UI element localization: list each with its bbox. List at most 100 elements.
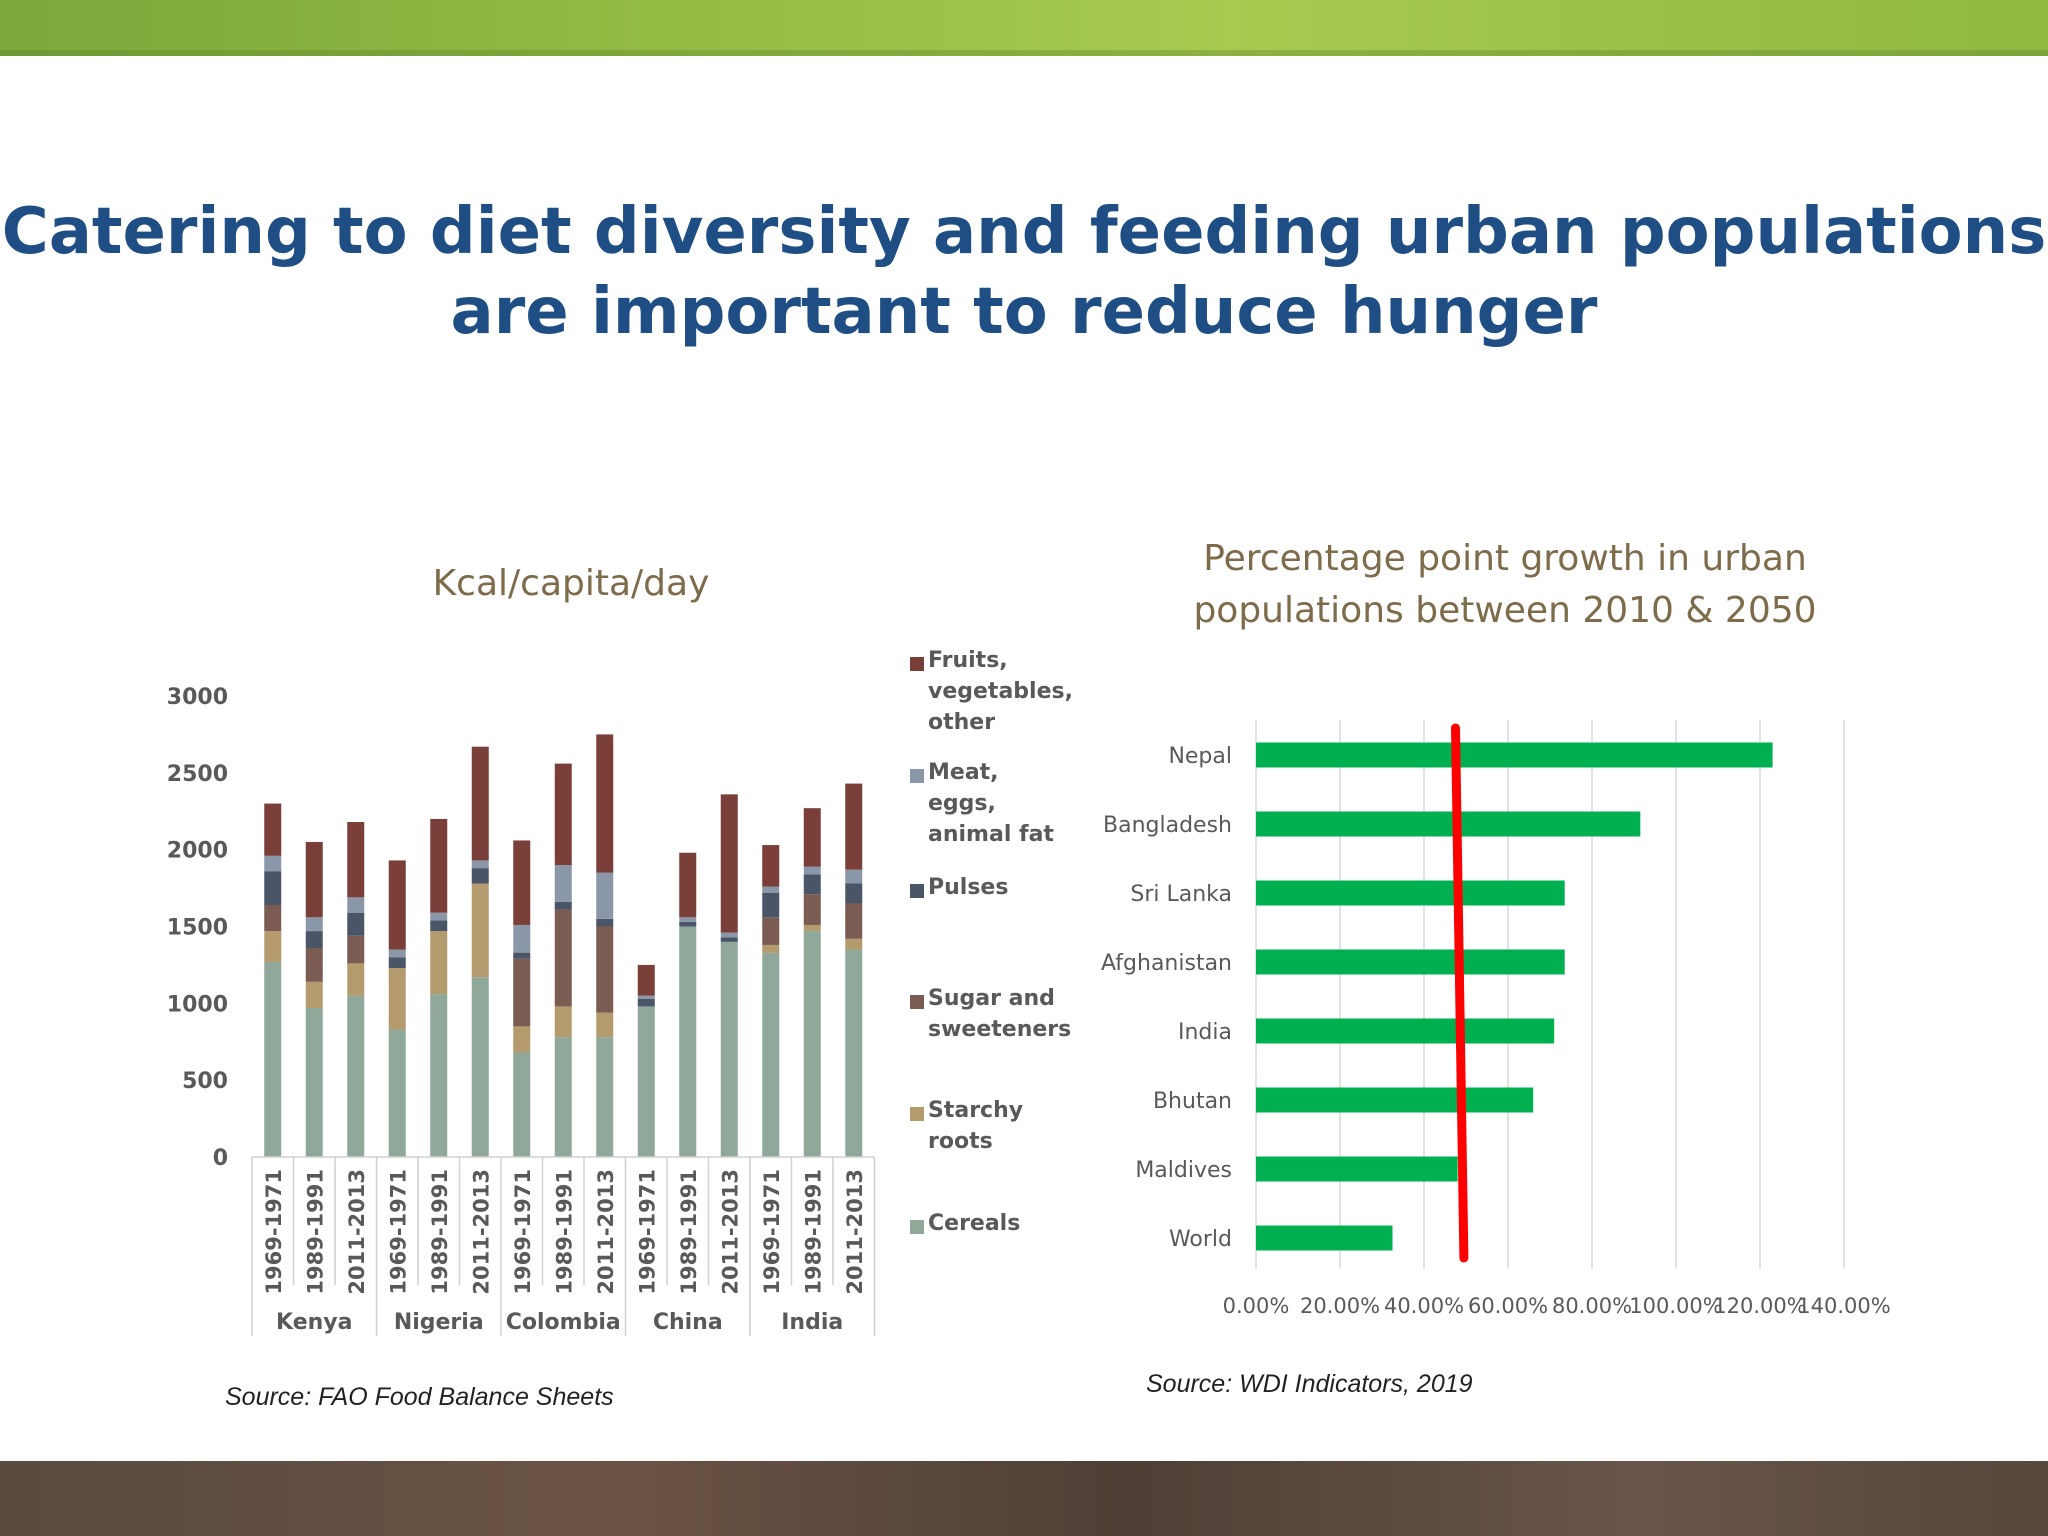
kcal-legend-label: Cereals bbox=[928, 1211, 1021, 1236]
kcal-bar-segment bbox=[305, 931, 323, 949]
kcal-group-label: Kenya bbox=[276, 1310, 352, 1335]
kcal-group-label: China bbox=[653, 1310, 723, 1335]
kcal-period-label: 2011-2013 bbox=[345, 1169, 369, 1295]
kcal-legend-label: Pulses bbox=[928, 875, 1009, 900]
kcal-bar-segment bbox=[388, 860, 406, 950]
kcal-bar-segment bbox=[554, 1006, 572, 1038]
kcal-bar-segment bbox=[388, 1029, 406, 1157]
kcal-bar-segment bbox=[554, 901, 572, 910]
kcal-bar-segment bbox=[679, 921, 697, 927]
kcal-legend-swatch bbox=[910, 657, 924, 671]
kcal-bar-segment bbox=[762, 952, 780, 1157]
kcal-period-label: 1989-1991 bbox=[801, 1169, 825, 1295]
kcal-bar-segment bbox=[430, 818, 448, 913]
kcal-period-label: 1989-1991 bbox=[552, 1169, 576, 1295]
kcal-group-label: Nigeria bbox=[394, 1310, 484, 1335]
kcal-period-label: 1969-1971 bbox=[760, 1169, 784, 1295]
kcal-bar-segment bbox=[762, 917, 780, 945]
kcal-bar-segment bbox=[430, 931, 448, 995]
kcal-bar-segment bbox=[513, 840, 531, 925]
kcal-bar-segment bbox=[305, 981, 323, 1008]
kcal-bar-segment bbox=[347, 822, 365, 898]
kcal-bar-segment bbox=[720, 937, 738, 942]
kcal-bar-segment bbox=[430, 920, 448, 932]
kcal-bar-segment bbox=[554, 909, 572, 1007]
kcal-bar-segment bbox=[679, 926, 697, 1157]
kcal-bar-segment bbox=[347, 935, 365, 964]
kcal-bar-segment bbox=[430, 994, 448, 1157]
kcal-bar-segment bbox=[347, 963, 365, 996]
kcal-bar-segment bbox=[554, 1037, 572, 1157]
kcal-period-label: 1969-1971 bbox=[511, 1169, 535, 1295]
kcal-bar-segment bbox=[264, 961, 282, 1157]
kcal-bar-segment bbox=[845, 938, 863, 950]
kcal-bar-segment bbox=[264, 904, 282, 932]
urban-chart-title-line2: populations between 2010 & 2050 bbox=[1193, 590, 1817, 631]
kcal-bar-segment bbox=[803, 874, 821, 895]
kcal-chart-title: Kcal/capita/day bbox=[432, 563, 710, 604]
kcal-bar-segment bbox=[720, 794, 738, 933]
kcal-bar-segment bbox=[637, 998, 655, 1007]
kcal-bar-segment bbox=[637, 1006, 655, 1157]
kcal-period-label: 1989-1991 bbox=[677, 1169, 701, 1295]
kcal-bar-segment bbox=[720, 941, 738, 1157]
kcal-bar-segment bbox=[803, 866, 821, 875]
kcal-bar-segment bbox=[679, 917, 697, 922]
kcal-bar-segment bbox=[803, 924, 821, 932]
kcal-legend-swatch bbox=[910, 769, 924, 783]
kcal-bar-segment bbox=[264, 803, 282, 856]
kcal-legend-label: Starchy roots bbox=[928, 1098, 1024, 1154]
kcal-y-tick-label: 500 bbox=[182, 1069, 228, 1094]
kcal-bar-segment bbox=[388, 949, 406, 958]
kcal-bar-segment bbox=[513, 924, 531, 953]
kcal-bar-segment bbox=[596, 1012, 614, 1038]
kcal-legend-label: Sugar and sweeteners bbox=[928, 986, 1072, 1042]
kcal-period-label: 2011-2013 bbox=[594, 1169, 618, 1295]
kcal-period-label: 1969-1971 bbox=[262, 1169, 286, 1295]
kcal-bar-segment bbox=[845, 903, 863, 939]
kcal-chart-source: Source: FAO Food Balance Sheets bbox=[225, 1383, 614, 1411]
kcal-bar-segment bbox=[305, 917, 323, 932]
kcal-legend-swatch bbox=[910, 884, 924, 898]
slide-title-line1: Catering to diet diversity and feeding u… bbox=[1, 195, 2047, 269]
kcal-bar-segment bbox=[762, 886, 780, 893]
kcal-bar-segment bbox=[347, 995, 365, 1157]
kcal-bar-segment bbox=[803, 931, 821, 1157]
kcal-y-tick-label: 0 bbox=[213, 1146, 228, 1171]
kcal-bar-segment bbox=[513, 1052, 531, 1157]
slide-title: Catering to diet diversity and feeding u… bbox=[0, 192, 2048, 352]
kcal-bar-segment bbox=[762, 892, 780, 918]
kcal-bar-segment bbox=[554, 763, 572, 866]
kcal-bar-segment bbox=[803, 808, 821, 867]
kcal-bar-segment bbox=[264, 931, 282, 962]
kcal-bar-segment bbox=[845, 783, 863, 870]
kcal-bar-segment bbox=[803, 894, 821, 925]
kcal-bar-segment bbox=[845, 883, 863, 904]
kcal-legend-label: Fruits, vegetables, other bbox=[928, 648, 1073, 735]
kcal-y-tick-label: 2500 bbox=[167, 762, 228, 787]
kcal-bar-segment bbox=[347, 897, 365, 913]
kcal-bar-segment bbox=[430, 912, 448, 921]
kcal-legend-swatch bbox=[910, 1107, 924, 1121]
kcal-y-tick-label: 3000 bbox=[167, 685, 228, 710]
kcal-bar-segment bbox=[637, 964, 655, 996]
bottom-decorative-band bbox=[0, 1461, 2048, 1536]
kcal-bar-segment bbox=[513, 1026, 531, 1053]
urban-chart-title: Percentage point growth in urban populat… bbox=[1100, 533, 1910, 637]
kcal-bar-segment bbox=[347, 912, 365, 936]
kcal-period-label: 1989-1991 bbox=[428, 1169, 452, 1295]
kcal-bar-segment bbox=[762, 845, 780, 887]
kcal-bar-segment bbox=[471, 977, 489, 1157]
kcal-bar-segment bbox=[679, 852, 697, 918]
kcal-bar-segment bbox=[264, 855, 282, 872]
kcal-bar-segment bbox=[596, 918, 614, 927]
kcal-legend-label: Meat, eggs, animal fat bbox=[928, 760, 1054, 847]
kcal-bar-segment bbox=[471, 868, 489, 884]
slide-title-line2: are important to reduce hunger bbox=[450, 275, 1598, 349]
kcal-y-tick-label: 1000 bbox=[167, 992, 228, 1017]
kcal-group-label: India bbox=[781, 1310, 843, 1335]
kcal-bar-segment bbox=[845, 869, 863, 884]
kcal-bar-segment bbox=[471, 883, 489, 978]
kcal-y-tick-label: 1500 bbox=[167, 916, 228, 941]
